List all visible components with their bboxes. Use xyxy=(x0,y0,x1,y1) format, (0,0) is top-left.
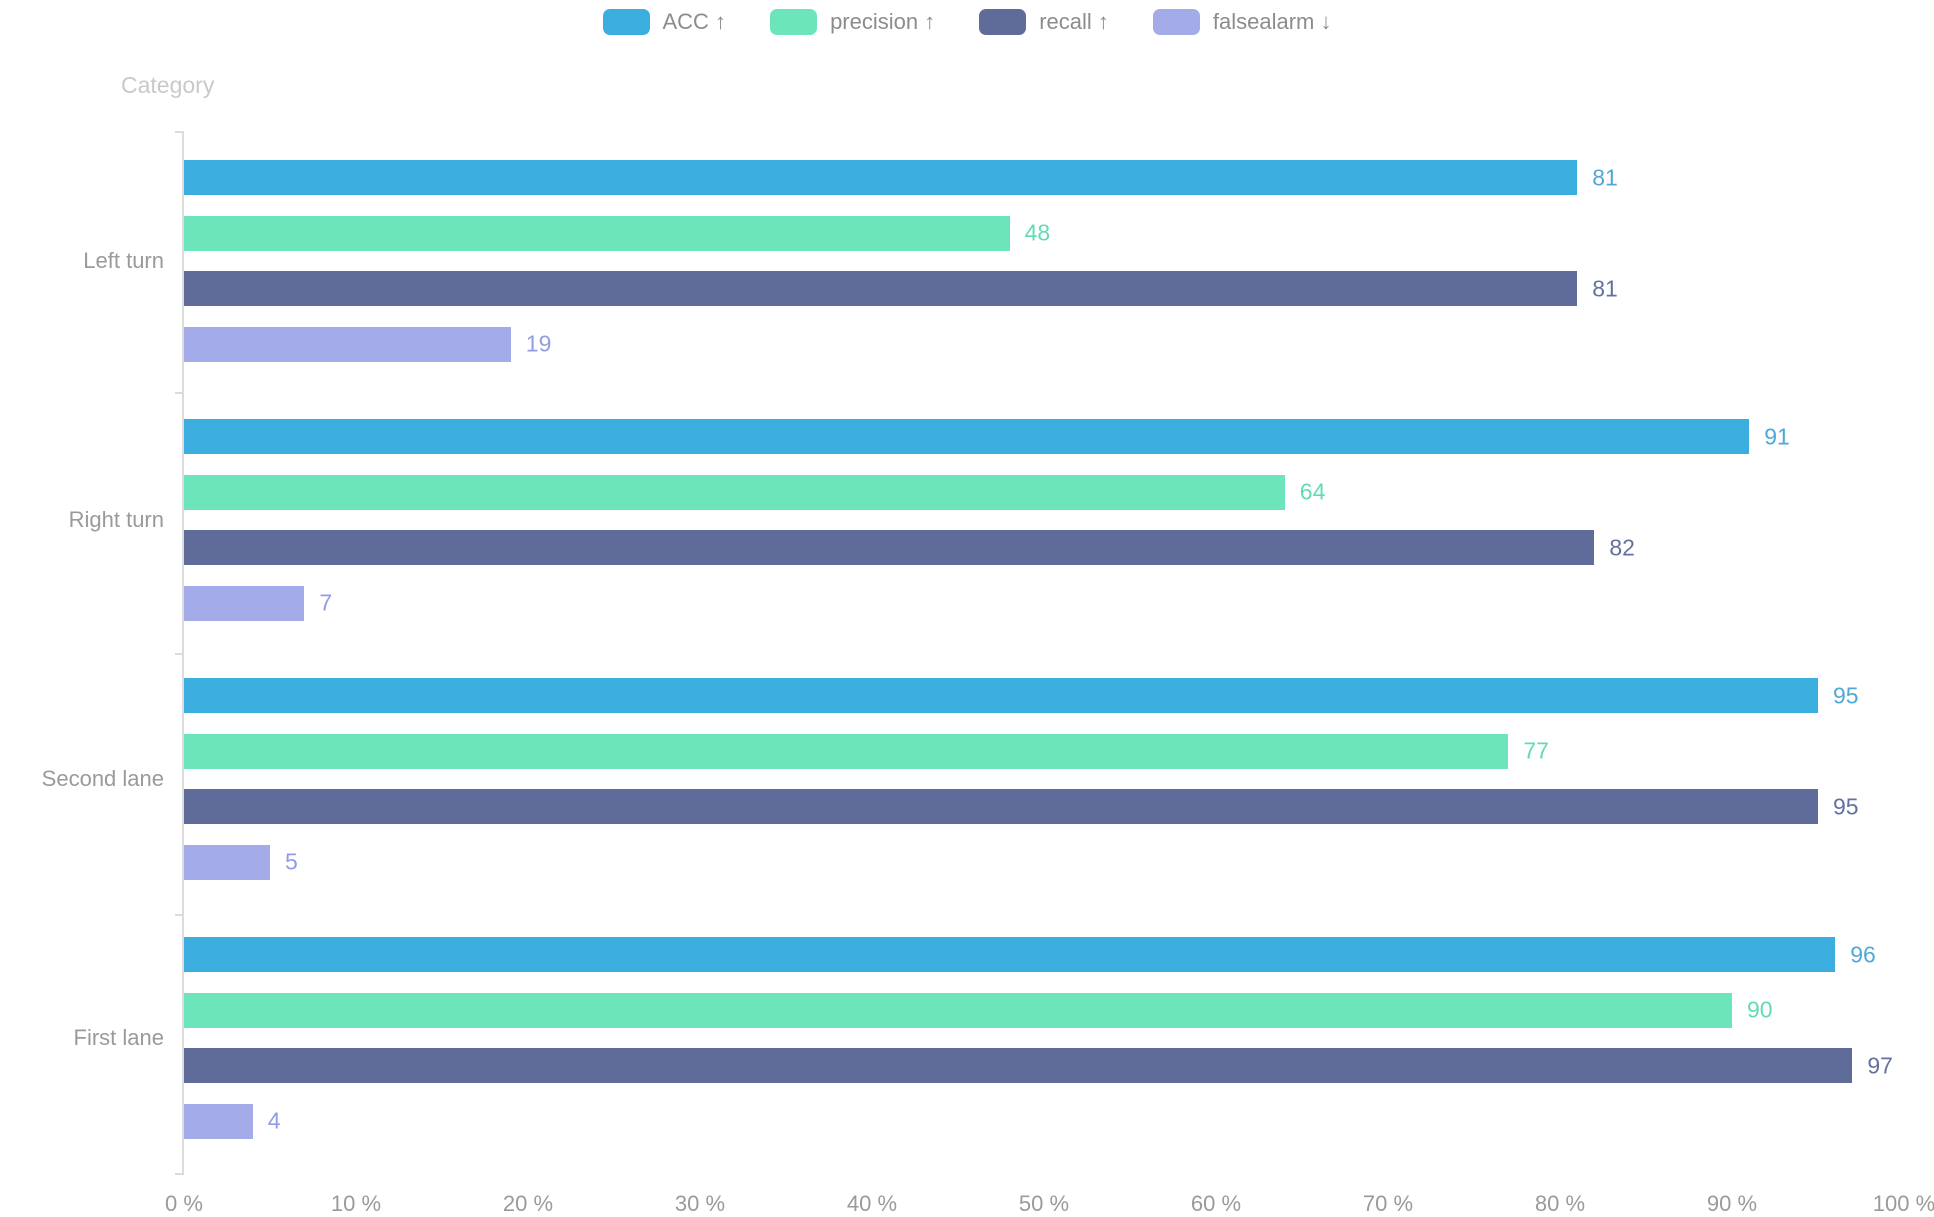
bar-value-label: 91 xyxy=(1764,423,1790,449)
bar-value-label: 90 xyxy=(1747,996,1773,1023)
bar-value-label: 82 xyxy=(1609,534,1635,560)
x-axis-tick-label: 20 % xyxy=(502,1191,554,1216)
x-axis-tick-label: 0 % xyxy=(165,1191,203,1216)
bar-falsealarm[interactable] xyxy=(184,844,270,880)
legend-label-precision: precision ↑ xyxy=(830,9,936,34)
category-axis-tick xyxy=(175,392,184,394)
category-axis-title: Category xyxy=(121,72,215,98)
bar-value-label: 4 xyxy=(267,1107,281,1134)
legend-label-acc: ACC ↑ xyxy=(662,9,727,34)
bar-row: 81 xyxy=(184,160,1904,195)
bar-precision[interactable] xyxy=(184,992,1732,1028)
legend-label-falsealarm: falsealarm ↓ xyxy=(1212,9,1332,34)
bar-row: 95 xyxy=(184,678,1904,713)
bar-row: 4 xyxy=(184,1103,1904,1139)
bar-row: 95 xyxy=(184,789,1904,824)
bar-value-label: 7 xyxy=(319,589,333,616)
bar-value-label: 96 xyxy=(1850,941,1876,967)
bar-row: 64 xyxy=(184,474,1904,510)
bar-value-label: 97 xyxy=(1867,1052,1893,1078)
category-axis-tick xyxy=(175,1173,184,1175)
category-axis-tick xyxy=(175,914,184,916)
bar-acc[interactable] xyxy=(184,160,1578,195)
legend-item-recall[interactable]: recall ↑ xyxy=(979,9,1109,35)
bar-row: 90 xyxy=(184,992,1904,1028)
bar-value-label: 5 xyxy=(285,848,298,875)
legend-label-recall: recall ↑ xyxy=(1039,9,1109,34)
bar-value-label: 77 xyxy=(1523,737,1549,764)
legend-item-precision[interactable]: precision ↑ xyxy=(770,9,935,35)
bar-value-label: 95 xyxy=(1833,682,1859,708)
bar-value-label: 81 xyxy=(1592,275,1618,301)
x-axis-tick-label: 80 % xyxy=(1534,1191,1586,1216)
bar-recall[interactable] xyxy=(184,1048,1853,1083)
bar-recall[interactable] xyxy=(184,530,1595,565)
legend-item-acc[interactable]: ACC ↑ xyxy=(602,9,727,35)
legend-swatch-precision xyxy=(770,9,818,35)
x-axis-tick-label: 100 % xyxy=(1872,1191,1934,1216)
bar-row: 48 xyxy=(184,215,1904,251)
category-label: First lane xyxy=(73,1024,164,1050)
bar-acc[interactable] xyxy=(184,937,1836,972)
bar-row: 7 xyxy=(184,585,1904,621)
bar-row: 91 xyxy=(184,419,1904,454)
legend-item-falsealarm[interactable]: falsealarm ↓ xyxy=(1152,9,1332,35)
x-axis-tick-label: 10 % xyxy=(330,1191,382,1216)
legend-swatch-falsealarm xyxy=(1152,9,1200,35)
legend-swatch-recall xyxy=(979,9,1027,35)
bar-recall[interactable] xyxy=(184,271,1578,306)
bar-falsealarm[interactable] xyxy=(184,1103,253,1139)
category-label: Right turn xyxy=(68,506,164,532)
bar-precision[interactable] xyxy=(184,733,1509,769)
x-axis-tick-label: 90 % xyxy=(1706,1191,1758,1216)
category-label: Left turn xyxy=(83,247,164,273)
bar-value-label: 19 xyxy=(525,330,552,357)
bar-recall[interactable] xyxy=(184,789,1818,824)
bar-row: 82 xyxy=(184,530,1904,565)
bar-row: 81 xyxy=(184,271,1904,306)
category-axis-tick xyxy=(175,653,184,655)
bar-row: 5 xyxy=(184,844,1904,880)
x-axis-tick-label: 50 % xyxy=(1018,1191,1070,1216)
bar-precision[interactable] xyxy=(184,215,1010,251)
x-axis-tick-label: 40 % xyxy=(846,1191,898,1216)
legend: ACC ↑ precision ↑ recall ↑ falsealarm ↓ xyxy=(0,9,1934,35)
bar-row: 97 xyxy=(184,1048,1904,1083)
bar-value-label: 64 xyxy=(1299,478,1326,505)
bar-row: 96 xyxy=(184,937,1904,972)
x-axis-tick-label: 70 % xyxy=(1362,1191,1414,1216)
category-axis-tick xyxy=(175,131,184,133)
bar-value-label: 48 xyxy=(1024,219,1051,246)
bar-falsealarm[interactable] xyxy=(184,326,511,362)
bar-precision[interactable] xyxy=(184,474,1285,510)
bar-acc[interactable] xyxy=(184,678,1818,713)
bar-row: 19 xyxy=(184,326,1904,362)
x-axis-tick-label: 60 % xyxy=(1190,1191,1242,1216)
plot-area: Left turn 81 48 81 19 Right turn 91 64 82 7 Second… xyxy=(42,131,1934,1216)
bar-acc[interactable] xyxy=(184,419,1750,454)
x-axis-tick-label: 30 % xyxy=(674,1191,726,1216)
bar-value-label: 95 xyxy=(1833,793,1859,819)
legend-swatch-acc xyxy=(602,9,650,35)
bar-value-label: 81 xyxy=(1592,164,1618,190)
category-label: Second lane xyxy=(41,765,164,791)
bar-falsealarm[interactable] xyxy=(184,585,305,621)
bar-row: 77 xyxy=(184,733,1904,769)
